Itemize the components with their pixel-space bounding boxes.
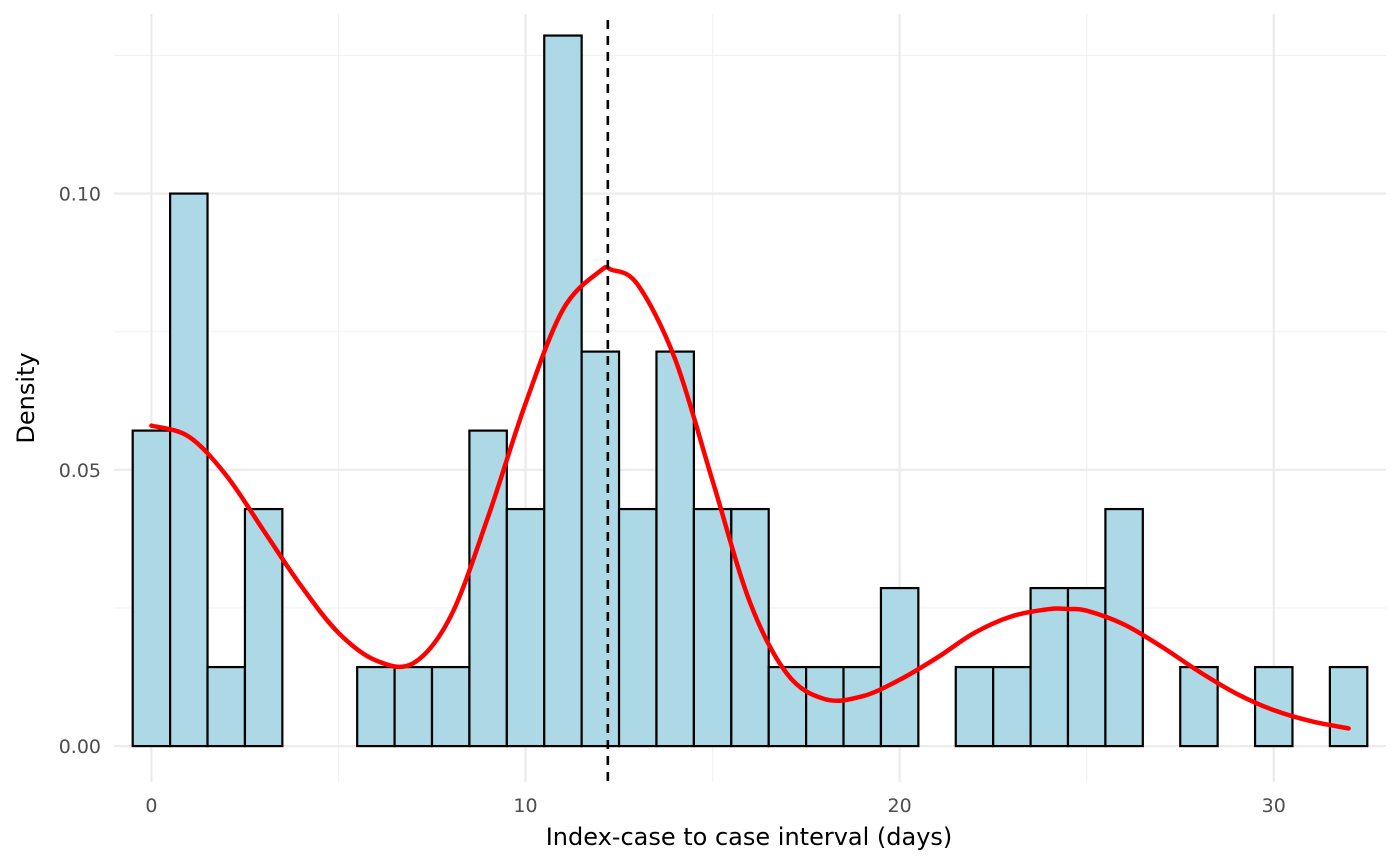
x-axis-ticks: 0 10 20 30: [145, 795, 1285, 817]
histogram-bar: [842, 665, 883, 748]
histogram-bar: [169, 192, 209, 748]
histogram-bar: [805, 665, 845, 748]
histogram-bar: [617, 507, 658, 748]
y-tick-label: 0.05: [59, 460, 101, 482]
histogram-bar: [206, 665, 247, 748]
histogram-bar: [1104, 507, 1144, 748]
grid: [114, 14, 1386, 782]
x-axis-title: Index-case to case interval (days): [546, 823, 953, 851]
density-curve: [149, 264, 1351, 731]
histogram-bar: [131, 429, 172, 748]
histogram-bar: [1328, 665, 1369, 748]
histogram-bar: [879, 586, 920, 748]
histogram-bar: [356, 665, 396, 748]
x-tick-label: 20: [888, 795, 912, 817]
histogram-bar: [730, 507, 770, 748]
y-axis-ticks: 0.00 0.05 0.10: [59, 184, 101, 759]
histogram-bar: [580, 350, 621, 748]
y-tick-label: 0.00: [59, 736, 101, 758]
histogram-bar: [393, 665, 434, 748]
x-tick-label: 10: [513, 795, 537, 817]
y-tick-label: 0.10: [59, 184, 101, 206]
y-axis-title: Density: [12, 352, 40, 443]
histogram-bar: [767, 665, 808, 748]
x-tick-label: 30: [1262, 795, 1286, 817]
histogram-bars: [131, 34, 1369, 748]
histogram-bar: [655, 350, 695, 748]
histogram-bar: [692, 507, 733, 748]
histogram-bar: [505, 507, 546, 748]
histogram-bar: [992, 665, 1032, 748]
histogram-bar: [954, 665, 995, 748]
x-tick-label: 0: [145, 795, 157, 817]
density-curve-group: [149, 264, 1351, 731]
histogram-bar: [1029, 586, 1070, 748]
histogram-bar: [430, 665, 471, 748]
histogram-bar: [543, 34, 583, 748]
histogram-bar: [243, 507, 284, 748]
